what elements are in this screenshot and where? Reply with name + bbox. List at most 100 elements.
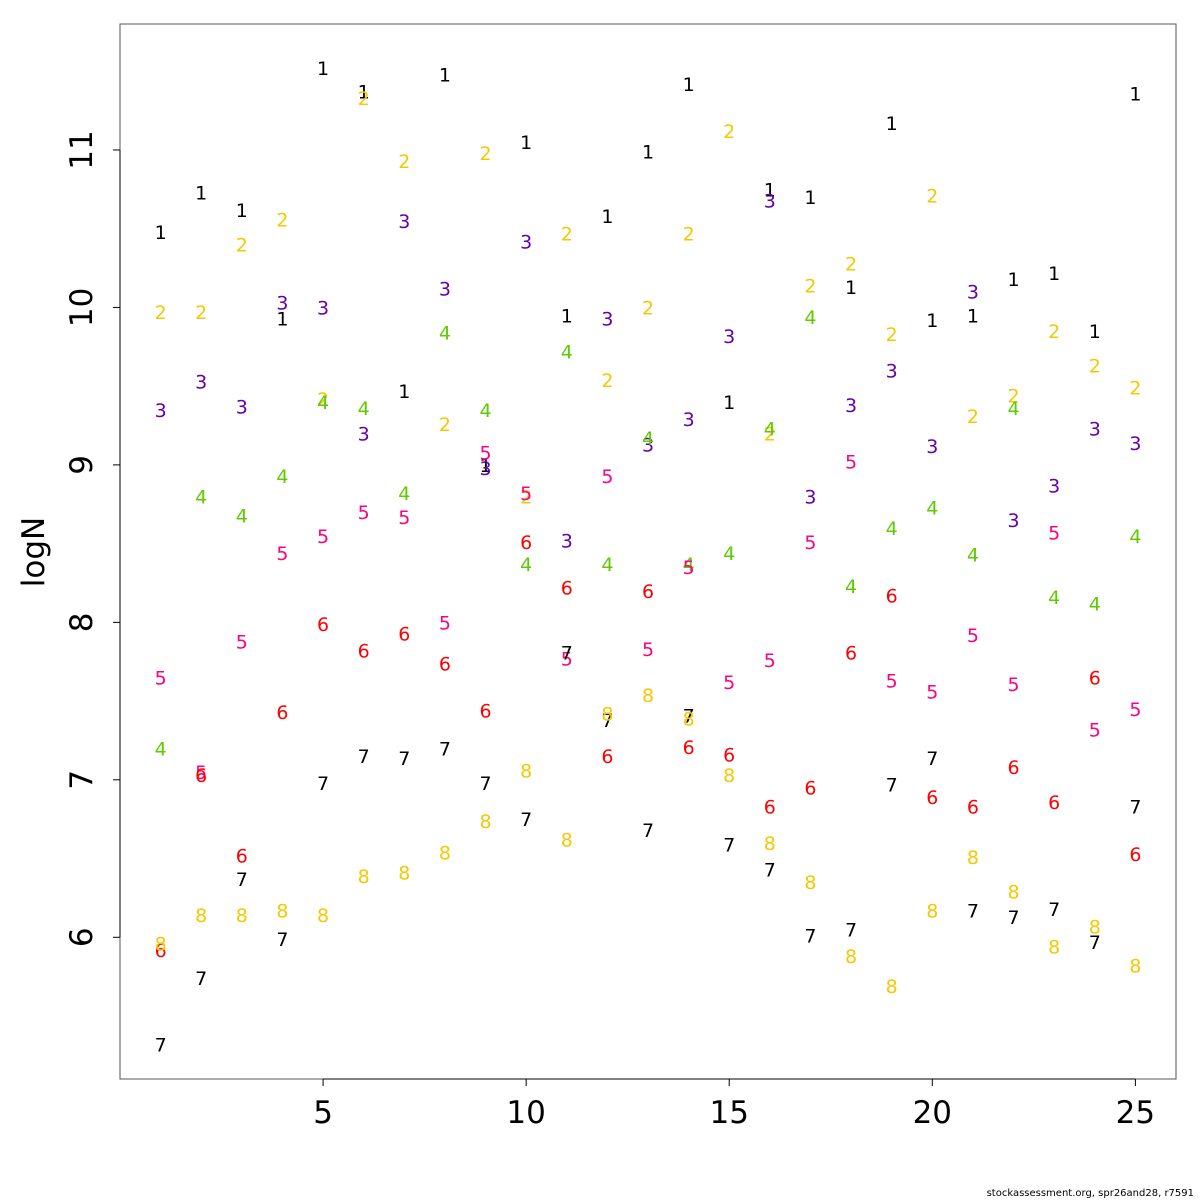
point-age-8: 8 [601, 704, 613, 726]
point-age-1: 1 [926, 310, 938, 332]
point-age-7: 7 [886, 775, 898, 797]
point-age-5: 5 [439, 612, 451, 634]
x-tick-label: 25 [1116, 1095, 1155, 1131]
point-age-4: 4 [1089, 593, 1101, 615]
point-age-4: 4 [358, 398, 370, 420]
point-age-8: 8 [439, 842, 451, 864]
point-age-3: 3 [723, 326, 735, 348]
point-age-3: 3 [276, 293, 288, 315]
point-age-4: 4 [601, 554, 613, 576]
point-age-1: 1 [236, 200, 248, 222]
x-tick-label: 5 [313, 1095, 333, 1131]
point-age-8: 8 [195, 905, 207, 927]
point-age-7: 7 [155, 1034, 167, 1056]
point-age-4: 4 [764, 419, 776, 441]
point-age-7: 7 [1048, 899, 1060, 921]
point-age-2: 2 [561, 223, 573, 245]
point-age-3: 3 [601, 308, 613, 330]
point-age-2: 2 [1089, 356, 1101, 378]
point-age-6: 6 [561, 578, 573, 600]
point-age-3: 3 [317, 297, 329, 319]
point-age-4: 4 [926, 497, 938, 519]
point-age-1: 1 [561, 305, 573, 327]
point-age-7: 7 [398, 748, 410, 770]
point-age-7: 7 [1129, 797, 1141, 819]
point-age-7: 7 [683, 705, 695, 727]
point-age-4: 4 [804, 307, 816, 329]
point-age-4: 4 [1129, 526, 1141, 548]
point-age-7: 7 [926, 748, 938, 770]
point-age-3: 3 [439, 279, 451, 301]
point-age-6: 6 [1129, 844, 1141, 866]
point-age-1: 1 [723, 392, 735, 414]
y-tick-label: 11 [64, 130, 100, 169]
point-age-6: 6 [520, 532, 532, 554]
point-age-2: 2 [1007, 386, 1019, 408]
x-tick-label: 15 [710, 1095, 749, 1131]
point-age-8: 8 [886, 976, 898, 998]
point-age-8: 8 [764, 833, 776, 855]
point-age-6: 6 [845, 642, 857, 664]
point-age-5: 5 [1007, 674, 1019, 696]
point-age-3: 3 [561, 530, 573, 552]
point-age-1: 1 [764, 179, 776, 201]
point-age-5: 5 [398, 507, 410, 529]
point-age-5: 5 [1129, 699, 1141, 721]
point-age-1: 1 [967, 305, 979, 327]
point-age-4: 4 [1007, 398, 1019, 420]
point-age-8: 8 [479, 811, 491, 833]
point-age-2: 2 [1048, 321, 1060, 343]
point-age-4: 4 [642, 428, 654, 450]
point-age-7: 7 [967, 901, 979, 923]
point-age-8: 8 [804, 872, 816, 894]
point-age-5: 5 [642, 639, 654, 661]
point-age-1: 1 [276, 308, 288, 330]
point-age-4: 4 [683, 554, 695, 576]
point-age-7: 7 [195, 968, 207, 990]
point-age-5: 5 [236, 631, 248, 653]
point-age-2: 2 [358, 88, 370, 110]
point-age-6: 6 [642, 581, 654, 603]
point-age-3: 3 [926, 436, 938, 458]
point-age-7: 7 [236, 869, 248, 891]
point-age-2: 2 [155, 302, 167, 324]
point-age-1: 1 [1007, 269, 1019, 291]
point-age-4: 4 [276, 466, 288, 488]
point-age-7: 7 [845, 919, 857, 941]
point-age-5: 5 [845, 452, 857, 474]
point-age-8: 8 [926, 901, 938, 923]
point-age-6: 6 [195, 765, 207, 787]
point-age-5: 5 [1048, 523, 1060, 545]
point-age-8: 8 [642, 685, 654, 707]
point-age-1: 1 [1089, 321, 1101, 343]
point-age-6: 6 [886, 586, 898, 608]
point-age-6: 6 [398, 623, 410, 645]
y-tick-label: 6 [64, 927, 100, 947]
point-age-4: 4 [439, 323, 451, 345]
point-age-7: 7 [723, 834, 735, 856]
point-age-6: 6 [1048, 792, 1060, 814]
point-age-6: 6 [358, 641, 370, 663]
point-age-7: 7 [276, 929, 288, 951]
point-age-5: 5 [358, 502, 370, 524]
point-age-1: 1 [1048, 263, 1060, 285]
point-age-5: 5 [195, 762, 207, 784]
point-age-2: 2 [276, 209, 288, 231]
point-age-8: 8 [723, 765, 735, 787]
footer-credit: stockassessment.org, spr26and28, r7591 [986, 1188, 1194, 1199]
point-age-3: 3 [358, 423, 370, 445]
point-age-4: 4 [155, 738, 167, 760]
y-tick-label: 10 [64, 288, 100, 327]
point-age-3: 3 [1129, 433, 1141, 455]
point-age-8: 8 [358, 866, 370, 888]
y-axis: 6 7 8 9 10 11 [64, 130, 121, 947]
point-age-1: 1 [398, 381, 410, 403]
point-age-7: 7 [1089, 932, 1101, 954]
point-age-7: 7 [479, 773, 491, 795]
point-age-3: 3 [845, 395, 857, 417]
point-age-5: 5 [683, 557, 695, 579]
point-age-8: 8 [317, 905, 329, 927]
point-age-6: 6 [155, 940, 167, 962]
point-age-1: 1 [155, 222, 167, 244]
